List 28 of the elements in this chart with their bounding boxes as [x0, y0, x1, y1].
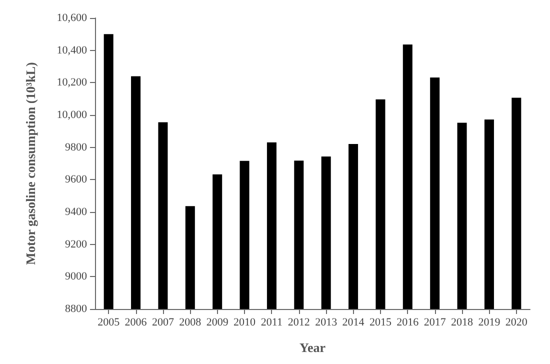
y-axis-title: Motor gasoline consumption (10³kL)	[23, 62, 38, 265]
x-tick-label: 2018	[451, 316, 474, 328]
x-tick-label: 2006	[124, 316, 148, 328]
y-tick-label: 10,000	[56, 109, 88, 121]
y-tick-label: 9800	[65, 141, 88, 154]
y-tick-label: 9000	[65, 270, 88, 283]
y-tick-label: 9200	[65, 238, 88, 250]
x-tick-label: 2016	[396, 316, 420, 328]
x-tick-label: 2019	[478, 316, 501, 328]
x-tick-label: 2013	[315, 316, 338, 328]
y-tick-label: 10,400	[56, 44, 88, 56]
y-tick-label: 10,200	[56, 76, 88, 89]
x-tick-label: 2008	[179, 316, 202, 328]
x-tick-label: 2014	[342, 316, 365, 328]
x-axis-title: Year	[300, 340, 326, 355]
x-tick-label: 2015	[369, 316, 392, 328]
y-tick-label: 10,600	[56, 12, 88, 24]
x-tick-label: 2020	[505, 316, 528, 328]
y-tick-label: 9600	[65, 174, 88, 186]
x-tick-label: 2005	[98, 316, 120, 328]
x-tick-label: 2017	[424, 316, 446, 328]
y-tick-label: 9400	[65, 206, 88, 218]
x-tick-label: 2012	[288, 316, 310, 328]
x-tick-label: 2010	[234, 316, 256, 328]
x-tick-label: 2011	[260, 316, 283, 328]
x-tick-label: 2009	[206, 316, 229, 328]
y-tick-label: 8800	[65, 303, 88, 315]
x-tick-label: 2007	[152, 316, 174, 328]
